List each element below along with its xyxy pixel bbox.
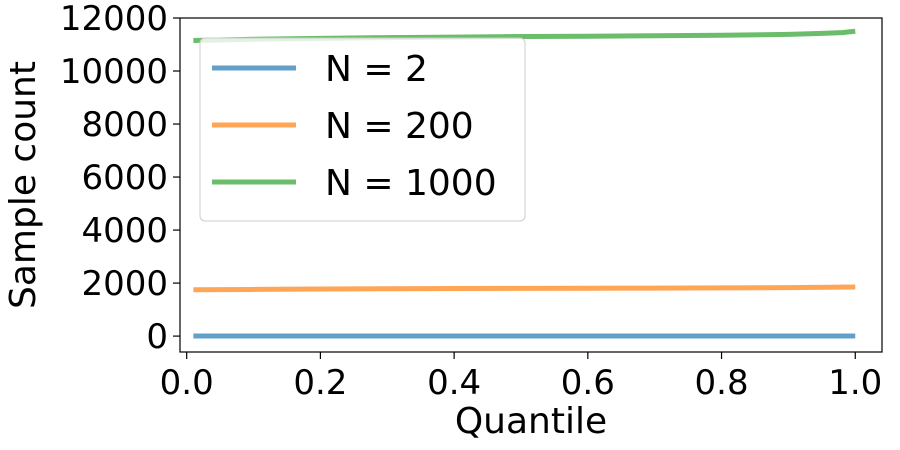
legend-label: N = 2 (325, 49, 428, 90)
x-tick-label: 0.4 (427, 363, 481, 403)
y-tick-label: 2000 (81, 264, 168, 304)
legend-box (199, 37, 526, 222)
series-line-2 (193, 284, 856, 293)
legend-label: N = 200 (325, 106, 474, 147)
y-tick-label: 12000 (60, 0, 168, 39)
x-tick-label: 1.0 (828, 363, 882, 403)
x-tick-label: 0.8 (695, 363, 749, 403)
legend: N = 2 N = 200 N = 1000 (199, 37, 526, 222)
y-tick-label: 10000 (60, 52, 168, 92)
plot-area-frame (179, 17, 883, 353)
axis-ticks: 0.0 0.2 0.4 0.6 0.8 1.0 0 2000 4000 6000 8000 10000… (60, 0, 882, 403)
legend-label: N = 1000 (325, 163, 497, 204)
x-tick-label: 0.6 (561, 363, 615, 403)
y-axis-title: Sample count (3, 61, 44, 309)
y-tick-label: 0 (146, 317, 168, 357)
x-tick-label: 0.2 (293, 363, 347, 403)
y-tick-label: 6000 (81, 158, 168, 198)
y-tick-label: 8000 (81, 105, 168, 145)
y-tick-label: 4000 (81, 211, 168, 251)
x-axis-title: Quantile (455, 401, 607, 442)
x-tick-label: 0.0 (160, 363, 214, 403)
